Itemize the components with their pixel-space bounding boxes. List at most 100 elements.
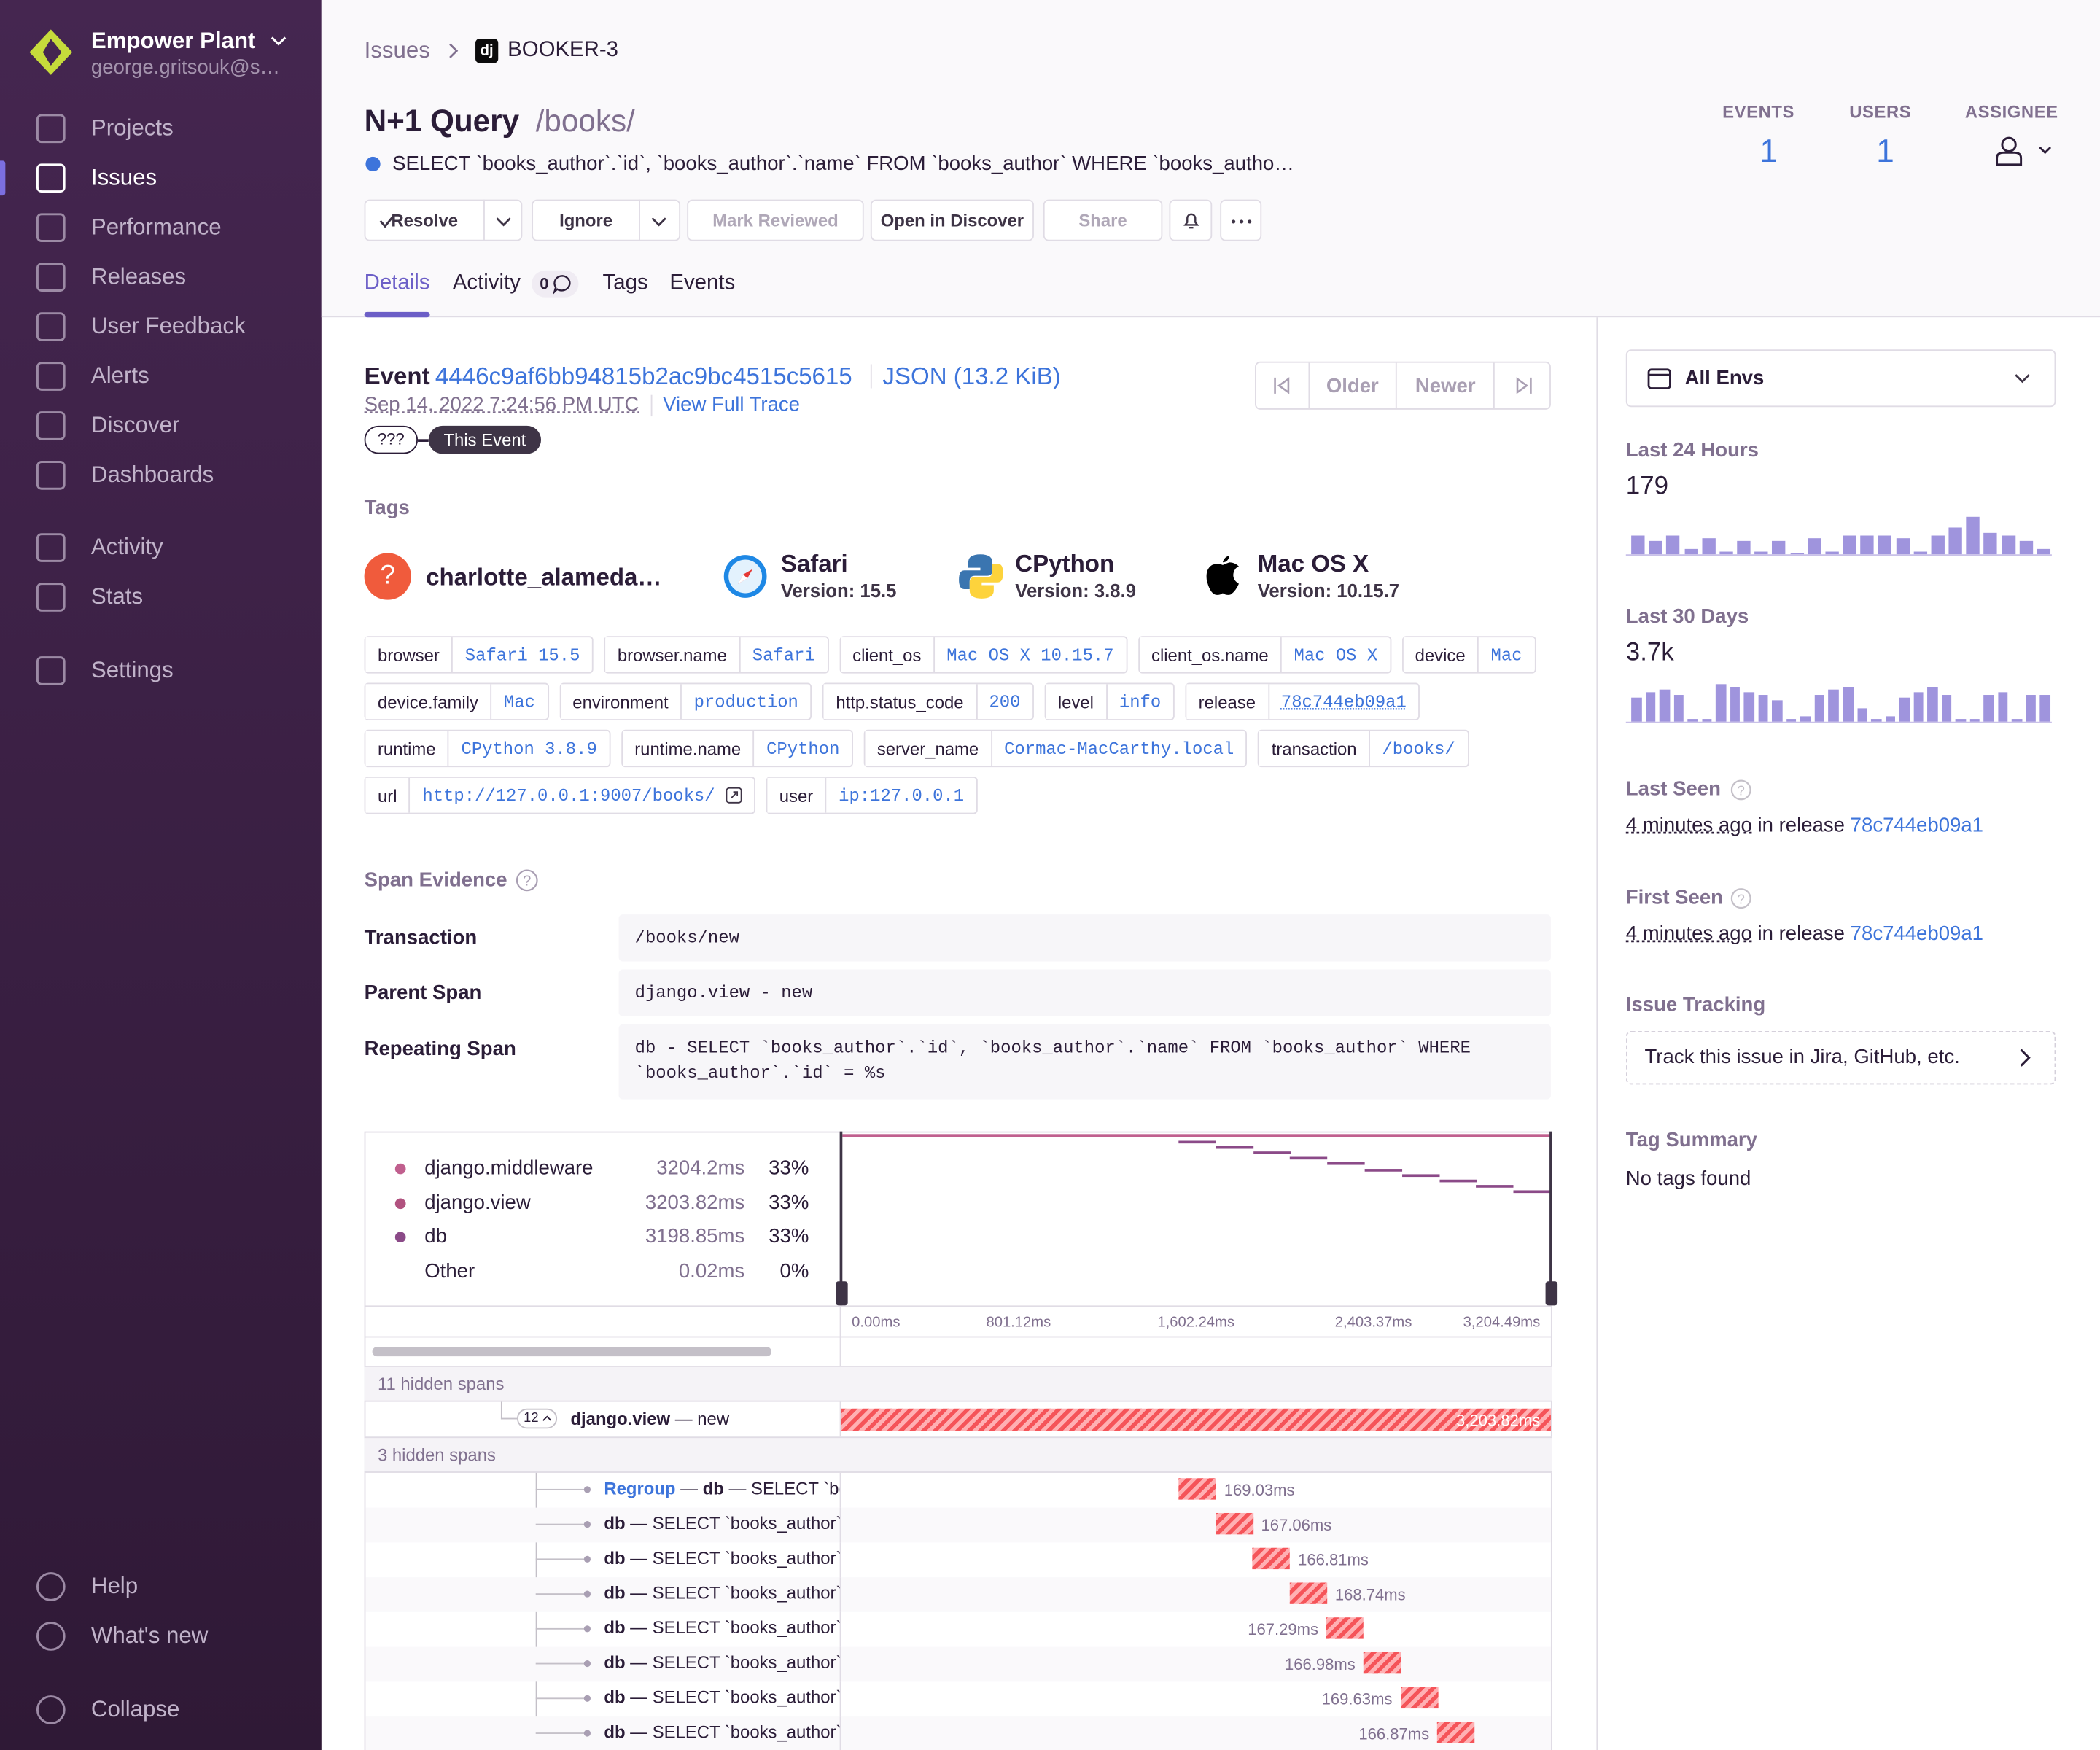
span-label[interactable]: db — SELECT `books_author` xyxy=(604,1649,839,1676)
tag-pill[interactable]: client_os Mac OS X 10.15.7 xyxy=(839,636,1127,674)
span-label[interactable]: db — SELECT `books_author` xyxy=(604,1545,839,1572)
span-label[interactable]: db — SELECT `books_author` xyxy=(604,1580,839,1607)
spark-bar xyxy=(2012,719,2023,722)
nav-footer-item[interactable]: Collapse xyxy=(90,1696,180,1722)
span-label[interactable]: db — SELECT `books_author` xyxy=(604,1615,839,1642)
tag-pill[interactable]: device.family Mac xyxy=(364,682,549,720)
pager-button[interactable]: Newer xyxy=(1397,362,1496,409)
spark-bar xyxy=(1645,692,1656,722)
view-trace[interactable]: View Full Trace xyxy=(663,393,801,417)
spark-bar xyxy=(2037,548,2051,555)
span-toggle[interactable]: 12 xyxy=(516,1408,558,1429)
tab[interactable]: Details xyxy=(364,271,430,295)
spark-bar xyxy=(1754,551,1769,555)
nav-item[interactable]: Dashboards xyxy=(90,462,214,488)
regroup-link[interactable]: Regroup xyxy=(604,1478,676,1498)
tag-pill[interactable]: transaction/books/ xyxy=(1258,729,1469,768)
spark-bar xyxy=(1786,719,1797,722)
calendar-icon xyxy=(1647,368,1671,389)
action-button[interactable]: Mark Reviewed xyxy=(687,199,864,241)
tag-pill[interactable]: url http://127.0.0.1:9007/books/ xyxy=(364,777,755,814)
nav-icon xyxy=(36,656,66,685)
tab[interactable]: Tags xyxy=(602,271,648,295)
nav-item[interactable]: Stats xyxy=(90,583,144,610)
legend-percent: 33% xyxy=(769,1191,809,1214)
nav-item[interactable]: Performance xyxy=(90,214,222,240)
nav-item[interactable]: Activity xyxy=(90,534,163,560)
seen-release[interactable]: 78c744eb09a1 xyxy=(1850,814,1983,837)
pager-button[interactable] xyxy=(1256,362,1310,409)
tag-pill[interactable]: user ip:127.0.0.1 xyxy=(766,777,978,814)
action-button[interactable]: Open in Discover xyxy=(870,199,1034,241)
platform-icon: dj xyxy=(475,39,499,63)
nav-item[interactable]: Releases xyxy=(90,263,187,289)
bell-button[interactable] xyxy=(1169,199,1213,241)
tag-key: release xyxy=(1186,684,1269,720)
span-label[interactable]: db — SELECT `books_author` xyxy=(604,1510,839,1537)
tag-pill[interactable]: runtime CPython 3.8.9 xyxy=(364,729,611,768)
seen-in: in release xyxy=(1757,922,1846,946)
span-duration: 166.81ms xyxy=(1298,1550,1369,1570)
nav-footer-item[interactable]: What's new xyxy=(90,1622,209,1649)
spark-bar xyxy=(1860,535,1875,555)
stat-value[interactable]: 1 xyxy=(1876,133,1894,171)
span-op: db xyxy=(604,1582,626,1603)
tag-pill[interactable]: browser.name Safari xyxy=(604,636,829,674)
event-json[interactable]: JSON (13.2 KiB) xyxy=(882,362,1061,390)
tag-pill[interactable]: browser Safari 15.5 xyxy=(364,636,594,674)
split-line xyxy=(839,1401,841,1437)
span-label[interactable]: db — SELECT `books_author` xyxy=(604,1719,839,1746)
nav-item[interactable]: User Feedback xyxy=(90,313,246,339)
tag-pill[interactable]: device Mac xyxy=(1401,636,1536,674)
event-label: Event xyxy=(364,362,430,390)
spark-bar xyxy=(1871,719,1881,722)
tag-pill[interactable]: level info xyxy=(1044,682,1175,720)
tag-pill[interactable]: release 78c744eb09a1 xyxy=(1185,682,1420,720)
spark-bar xyxy=(2019,540,2033,555)
side-title: Last Seen xyxy=(1625,777,1721,801)
icon-part xyxy=(36,362,66,391)
hidden-spans[interactable]: 3 hidden spans xyxy=(377,1444,496,1465)
hidden-spans[interactable]: 11 hidden spans xyxy=(377,1374,505,1394)
nav-item[interactable]: Issues xyxy=(90,164,158,190)
tag-value: Safari 15.5 xyxy=(464,645,580,665)
span-label[interactable]: db — SELECT `books_author` xyxy=(604,1684,839,1711)
pager-button[interactable]: Older xyxy=(1310,362,1397,409)
icon-part xyxy=(516,869,538,892)
span-desc: new xyxy=(697,1408,730,1429)
spark-bar xyxy=(1701,538,1716,555)
tree-line xyxy=(535,1662,586,1665)
nav-footer-item[interactable]: Help xyxy=(90,1573,139,1599)
nav-item[interactable]: Alerts xyxy=(90,362,149,389)
tag-pill[interactable]: environment production xyxy=(559,682,812,720)
stat-value[interactable]: 1 xyxy=(1759,133,1778,171)
tag-value: Safari xyxy=(752,645,815,665)
tag-pill[interactable]: client_os.name Mac OS X xyxy=(1138,636,1391,674)
tag-pill[interactable]: runtime.name CPython xyxy=(621,729,853,768)
span-label[interactable]: Regroup — db — SELECT `books_author` xyxy=(604,1476,839,1503)
icon-part xyxy=(36,213,66,242)
spark-bar xyxy=(1998,692,2008,722)
tag-pill[interactable]: http.status_code 200 xyxy=(822,682,1034,720)
nav-item[interactable]: Discover xyxy=(90,412,180,438)
tab[interactable]: Activity xyxy=(452,271,521,295)
tag-value: 200 xyxy=(989,691,1021,712)
tab[interactable]: Events xyxy=(669,271,736,295)
action-button[interactable]: Ignore xyxy=(532,199,681,241)
env-selector[interactable] xyxy=(1625,349,2056,408)
nav-icon xyxy=(36,312,66,341)
nav-item[interactable]: Projects xyxy=(90,114,174,141)
seen-release[interactable]: 78c744eb09a1 xyxy=(1850,922,1983,946)
nav-icon xyxy=(36,411,66,440)
tree-line xyxy=(535,1558,586,1560)
spark-bar xyxy=(1956,719,1966,722)
tree-dot xyxy=(583,1521,591,1528)
action-button[interactable]: Share xyxy=(1043,199,1163,241)
nav-item[interactable]: Settings xyxy=(90,657,174,683)
tag-pill[interactable]: server_name Cormac-MacCarthy.local xyxy=(863,729,1248,768)
tracking-button[interactable] xyxy=(1625,1030,2056,1085)
breadcrumb[interactable]: Issues xyxy=(364,37,430,63)
badge: ??? xyxy=(364,425,419,454)
event-id[interactable]: 4446c9af6bb94815b2ac9bc4515c5615 xyxy=(435,362,852,390)
